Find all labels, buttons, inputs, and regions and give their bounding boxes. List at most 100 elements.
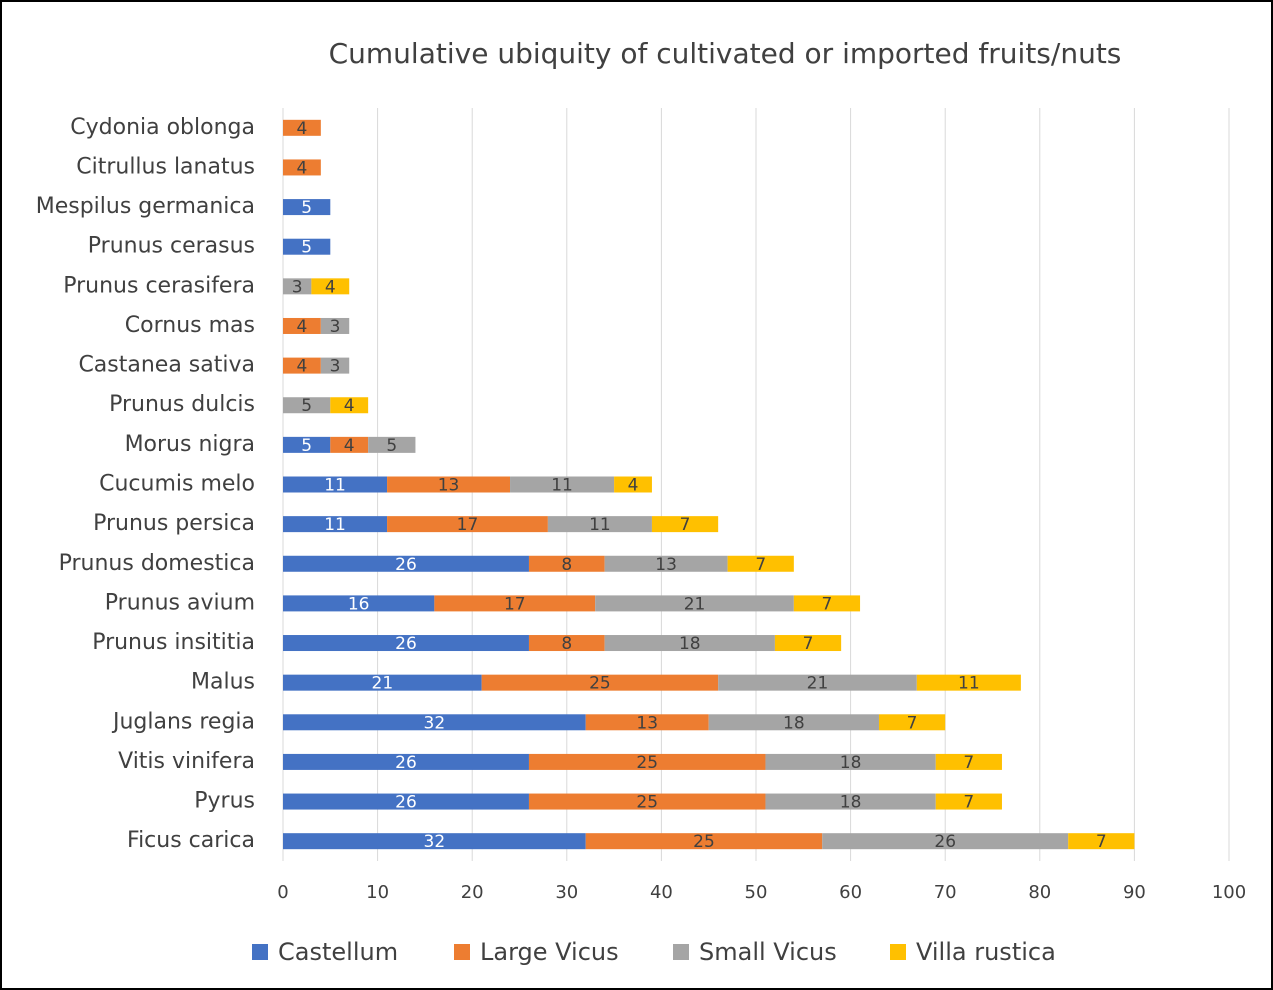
data-label: 3	[292, 277, 303, 297]
y-tick-label: Malus	[191, 670, 255, 695]
bar-segment	[727, 555, 794, 572]
data-label: 21	[684, 594, 706, 614]
bar-segment	[528, 753, 766, 770]
legend-label: Villa rustica	[916, 938, 1056, 966]
bar-segment	[368, 436, 416, 453]
y-tick-label: Prunus persica	[93, 511, 255, 536]
bar-segment	[718, 674, 917, 691]
bar-segment	[330, 436, 369, 453]
data-label: 7	[963, 753, 974, 773]
bar-segment	[528, 635, 605, 652]
bar-segment	[510, 476, 615, 493]
data-label: 3	[330, 357, 341, 377]
bar-segment	[585, 833, 823, 850]
y-tick-label: Ficus carica	[127, 828, 255, 853]
data-label: 7	[755, 555, 766, 575]
legend-swatch	[252, 944, 268, 960]
bar-segment	[320, 357, 350, 374]
legend-label: Small Vicus	[699, 938, 837, 966]
bar-segment	[822, 833, 1069, 850]
data-label: 25	[636, 753, 658, 773]
bar-segment	[283, 238, 331, 255]
y-tick-label: Prunus cerasifera	[63, 273, 255, 298]
data-label: 18	[840, 753, 862, 773]
bar-segment	[283, 278, 312, 295]
y-tick-label: Prunus cerasus	[88, 234, 255, 259]
data-label: 7	[1096, 832, 1107, 852]
data-label: 4	[297, 119, 308, 139]
data-label: 5	[301, 238, 312, 258]
data-label: 26	[395, 555, 417, 575]
bar-segment	[434, 595, 596, 612]
data-label: 18	[840, 793, 862, 813]
y-tick-label: Cucumis melo	[99, 472, 255, 497]
y-tick-label: Mespilus germanica	[36, 194, 255, 219]
data-label: 4	[628, 476, 639, 496]
bar-segment	[283, 516, 388, 533]
bar-segment	[283, 436, 331, 453]
y-tick-label: Vitis vinifera	[118, 749, 255, 774]
data-label: 5	[301, 436, 312, 456]
x-tick-label: 40	[650, 882, 673, 903]
y-tick-label: Cornus mas	[125, 313, 255, 338]
data-label: 11	[551, 476, 573, 496]
data-label: 4	[325, 277, 336, 297]
legend-label: Large Vicus	[480, 938, 619, 966]
x-tick-label: 10	[366, 882, 389, 903]
bar-segment	[387, 476, 511, 493]
data-label: 17	[457, 515, 479, 535]
legend-swatch	[673, 944, 689, 960]
data-label: 25	[636, 793, 658, 813]
y-tick-label: Prunus insititia	[92, 630, 255, 655]
data-label: 21	[372, 674, 394, 694]
bar-segment	[283, 357, 321, 374]
bar-segment	[604, 635, 775, 652]
bar-segment	[1068, 833, 1135, 850]
bar-segment	[585, 714, 709, 731]
x-tick-label: 100	[1212, 882, 1246, 903]
x-tick-label: 70	[934, 882, 957, 903]
x-tick-label: 0	[277, 882, 288, 903]
bar-segment	[935, 793, 1002, 810]
data-label: 11	[958, 674, 980, 694]
x-tick-label: 60	[839, 882, 862, 903]
bar-segment	[481, 674, 719, 691]
legend-swatch	[454, 944, 470, 960]
bar-segment	[614, 476, 652, 493]
bar-segment	[283, 674, 482, 691]
bar-segment	[283, 595, 435, 612]
y-tick-label: Citrullus lanatus	[76, 154, 255, 179]
data-label: 5	[386, 436, 397, 456]
bar-segment	[283, 476, 388, 493]
data-label: 4	[344, 436, 355, 456]
bar-segment	[283, 635, 529, 652]
data-label: 18	[679, 634, 701, 654]
data-label: 26	[395, 634, 417, 654]
data-label: 26	[395, 753, 417, 773]
data-label: 13	[438, 476, 460, 496]
bar-segment	[283, 119, 321, 136]
data-label: 32	[424, 713, 446, 733]
bar-segment	[283, 753, 529, 770]
bar-segment	[774, 635, 842, 652]
data-label: 32	[424, 832, 446, 852]
legend-label: Castellum	[278, 938, 398, 966]
bar-segment	[283, 555, 529, 572]
data-label: 13	[655, 555, 677, 575]
data-label: 18	[783, 713, 805, 733]
data-label: 8	[561, 634, 572, 654]
bar-segment	[595, 595, 794, 612]
legend-swatch	[890, 944, 906, 960]
bar-segment	[311, 278, 350, 295]
x-tick-label: 80	[1028, 882, 1051, 903]
bar-segment	[935, 753, 1002, 770]
bar-segment	[528, 793, 766, 810]
data-label: 17	[504, 594, 526, 614]
y-tick-label: Cydonia oblonga	[70, 115, 255, 140]
data-label: 4	[297, 317, 308, 337]
data-label: 16	[348, 594, 370, 614]
data-label: 8	[561, 555, 572, 575]
y-tick-label: Pyrus	[194, 789, 255, 814]
data-label: 7	[822, 594, 833, 614]
